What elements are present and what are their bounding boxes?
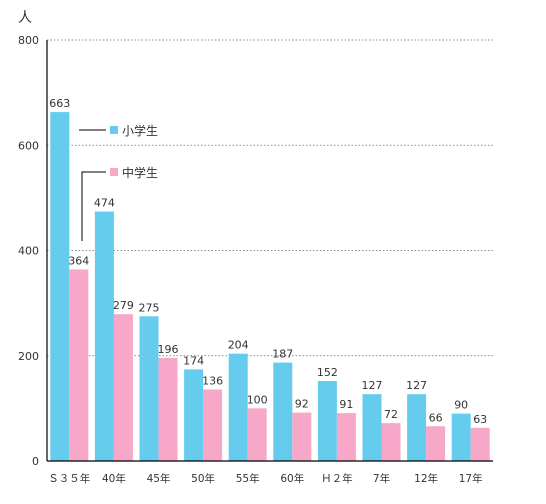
data-label: 127: [406, 379, 427, 392]
bar: [184, 369, 204, 461]
x-tick-label: 45年: [147, 472, 171, 485]
data-label: 90: [454, 399, 468, 412]
y-tick-label: 800: [18, 34, 39, 47]
x-axis-ticks: Ｓ３５年 40年 45年 50年 55年 60年 Ｈ２年 7年 12年 17年: [48, 472, 482, 485]
data-label: 275: [139, 301, 160, 314]
bar: [139, 316, 159, 461]
legend-swatch: [110, 126, 118, 134]
bar: [69, 269, 89, 461]
legend-swatch: [110, 168, 118, 176]
y-tick-label: 400: [18, 245, 39, 258]
bar: [451, 413, 471, 461]
y-tick-label: 200: [18, 350, 39, 363]
x-tick-label: Ｓ３５年: [48, 472, 90, 485]
bar: [407, 394, 427, 461]
bar: [470, 427, 490, 461]
bar: [94, 211, 114, 461]
bar: [228, 353, 248, 461]
y-unit-label: 人: [18, 10, 32, 26]
data-labels: 663 364 474 279 275 196 174 136 204 100 187 92 152 91…: [49, 97, 487, 426]
bar: [203, 389, 223, 461]
data-label: 66: [429, 411, 443, 424]
bar: [336, 413, 356, 461]
data-label: 174: [183, 354, 204, 367]
data-label: 136: [202, 374, 223, 387]
bar: [426, 426, 446, 461]
x-tick-label: Ｈ２年: [321, 472, 353, 485]
x-tick-label: 7年: [373, 472, 390, 485]
data-label: 474: [94, 197, 115, 210]
legend-label: 中学生: [122, 165, 158, 180]
legend-label: 小学生: [122, 123, 158, 138]
x-tick-label: 60年: [280, 472, 304, 485]
bar: [273, 362, 293, 461]
bar: [292, 412, 312, 461]
data-label: 72: [384, 408, 398, 421]
legend-leader-line: [81, 171, 106, 241]
bar: [50, 112, 70, 461]
y-tick-label: 0: [32, 455, 39, 468]
data-label: 63: [473, 413, 487, 426]
bar: [381, 423, 401, 461]
axes: [46, 40, 493, 462]
x-tick-label: 17年: [459, 472, 483, 485]
bar: [247, 408, 267, 461]
data-label: 196: [158, 343, 179, 356]
bar: [362, 394, 382, 461]
x-tick-label: 55年: [236, 472, 260, 485]
bar: [158, 357, 178, 461]
y-tick-label: 600: [18, 139, 39, 152]
data-label: 100: [247, 393, 268, 406]
data-label: 91: [339, 398, 353, 411]
x-tick-label: 50年: [191, 472, 215, 485]
data-label: 204: [228, 339, 249, 352]
data-label: 364: [68, 254, 89, 267]
x-tick-label: 12年: [414, 472, 438, 485]
y-axis-ticks: 0 200 400 600 800: [18, 34, 39, 468]
data-label: 127: [362, 379, 383, 392]
data-label: 92: [295, 398, 309, 411]
bars: [50, 112, 490, 461]
x-tick-label: 40年: [102, 472, 126, 485]
data-label: 187: [272, 348, 293, 361]
bar: [317, 381, 337, 461]
data-label: 663: [49, 97, 70, 110]
data-label: 279: [113, 299, 134, 312]
bar: [113, 314, 133, 461]
data-label: 152: [317, 366, 338, 379]
